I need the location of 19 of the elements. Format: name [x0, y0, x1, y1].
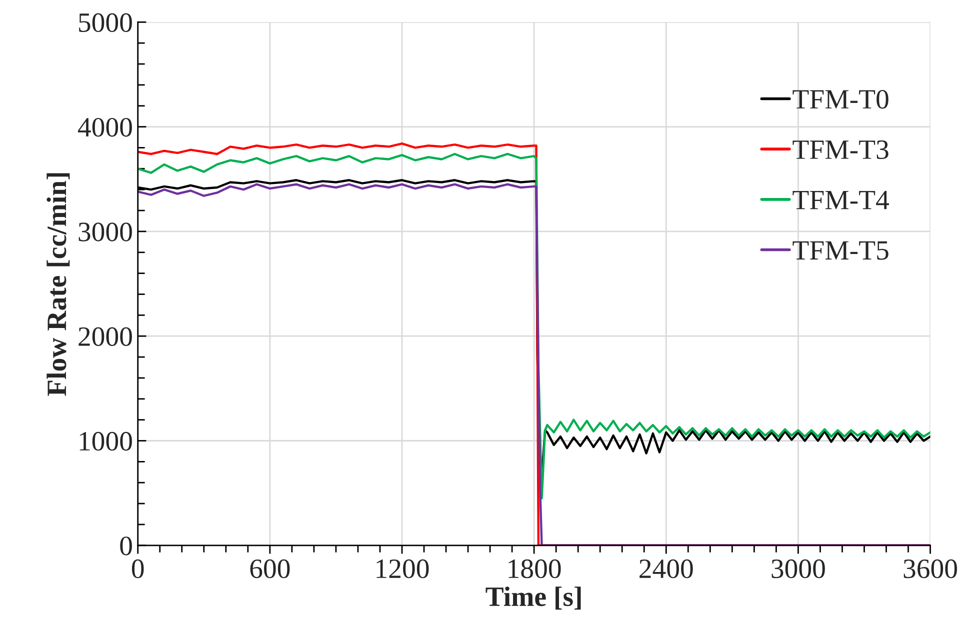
y-tick-label: 1000: [80, 432, 132, 451]
legend-label: TFM-T0: [792, 90, 888, 109]
x-tick-label: 3600: [904, 559, 957, 578]
x-tick-label: 0: [132, 559, 144, 578]
x-axis-title: Time [s]: [486, 586, 581, 610]
legend-label: TFM-T4: [792, 190, 889, 210]
x-tick-label: 600: [250, 559, 290, 578]
x-tick-label: 3000: [772, 559, 825, 578]
x-tick-label: 1800: [508, 559, 561, 578]
legend-label: TFM-T5: [792, 241, 888, 260]
x-tick-label: 2400: [640, 559, 693, 578]
y-tick-label: 4000: [78, 118, 132, 137]
y-tick-label: 3000: [78, 222, 132, 242]
x-tick-label: 1200: [376, 559, 429, 578]
y-tick-label: 0: [120, 536, 132, 556]
y-tick-label: 5000: [79, 13, 132, 32]
legend-label: TFM-T3: [792, 140, 888, 160]
y-tick-label: 2000: [78, 327, 132, 346]
y-axis-title: Flow Rate [cc/min]: [46, 173, 70, 396]
